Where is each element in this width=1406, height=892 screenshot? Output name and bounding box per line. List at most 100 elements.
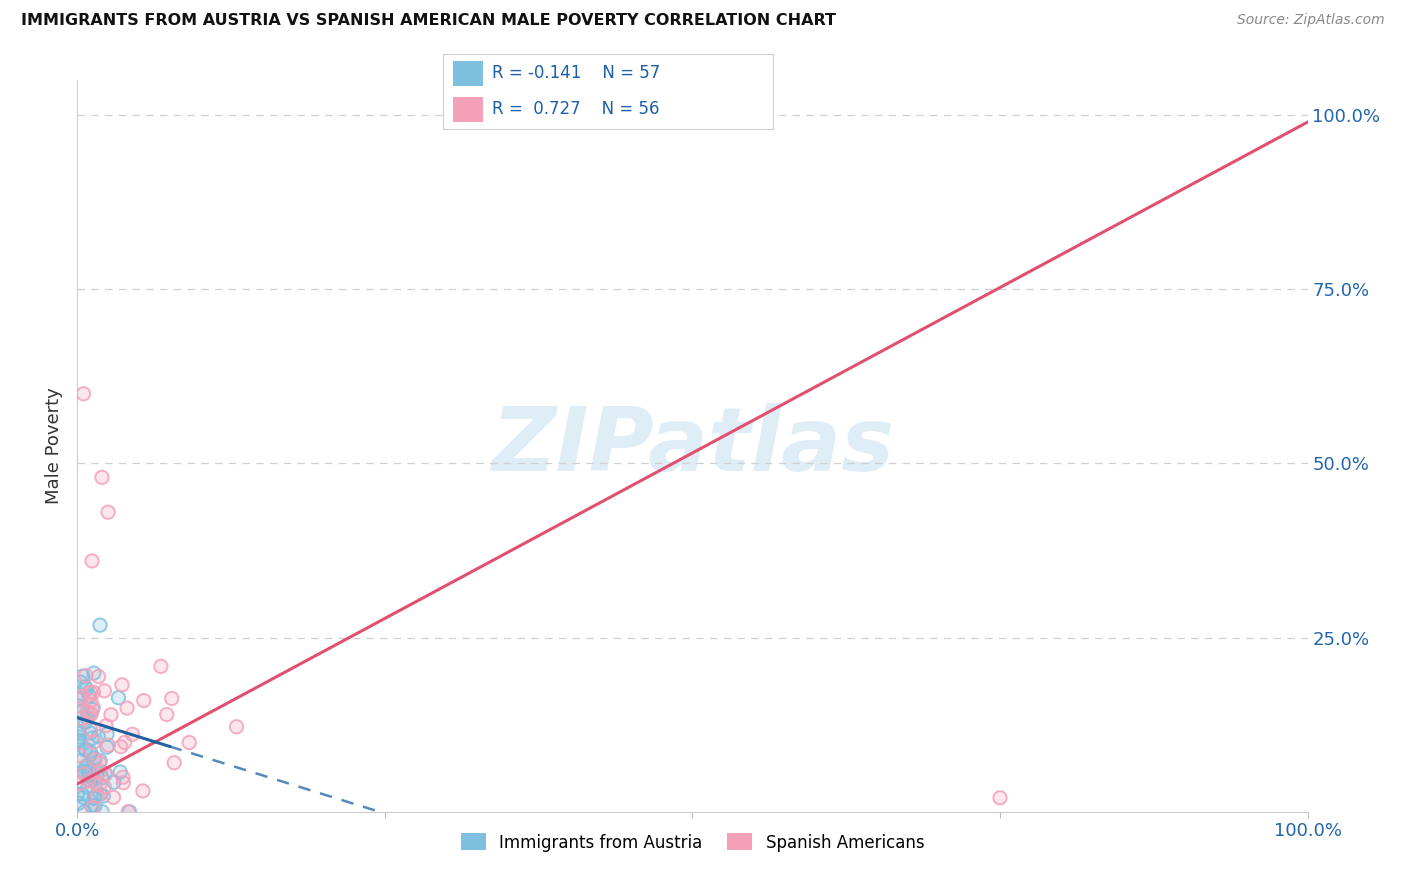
Point [66,698,89,713]
Point [75,743,97,757]
Point [91,771,114,785]
Point [79,706,101,720]
Point [79,685,101,699]
Point [111,678,134,692]
Point [93,683,115,698]
Point [79,689,101,703]
Point [79,744,101,758]
Point [94,767,117,781]
Point [110,739,132,754]
Point [107,690,129,705]
Point [89,787,111,801]
Point [79,723,101,737]
Point [132,784,155,798]
Point [118,805,141,819]
Point [112,776,135,790]
Point [82,700,104,714]
Point [97,738,120,752]
Y-axis label: Male Poverty: Male Poverty [45,388,63,504]
Point [90,470,114,484]
Point [77,774,100,789]
Point [70,787,93,801]
Point [111,678,134,692]
Point [83,666,105,681]
Point [114,735,136,749]
Point [79,773,101,788]
Point [96,727,118,741]
Point [72,669,94,683]
Point [66,733,89,747]
Point [121,727,143,741]
Text: R = -0.141    N = 57: R = -0.141 N = 57 [492,64,661,82]
Point [77,774,100,789]
Point [76,780,98,795]
Point [67,727,90,741]
Point [94,719,117,733]
Point [93,789,115,803]
Point [66,698,89,713]
Point [86,769,108,783]
Point [79,744,101,758]
Point [66,787,89,801]
Point [73,805,96,819]
Point [118,805,141,819]
Point [97,738,120,752]
Point [67,727,90,741]
Point [156,707,179,722]
Point [103,790,125,805]
Point [80,798,103,813]
Point [70,711,93,725]
Point [67,748,90,763]
Point [107,690,129,705]
Point [82,800,104,814]
Point [73,805,96,819]
Point [67,692,90,706]
Point [117,805,139,819]
Point [82,731,104,745]
Text: Source: ZipAtlas.com: Source: ZipAtlas.com [1237,13,1385,28]
Point [75,668,97,682]
Point [89,754,111,768]
Point [79,689,101,703]
Point [149,659,172,673]
Point [114,735,136,749]
Point [82,554,104,568]
Point [93,780,115,794]
Point [76,780,98,795]
Point [77,764,100,779]
Point [110,764,132,779]
Point [96,740,118,755]
Point [80,747,103,761]
Point [89,764,111,779]
Point [89,787,111,801]
Point [75,682,97,697]
Point [75,742,97,756]
Point [67,730,90,744]
Point [67,735,90,749]
Point [76,704,98,718]
Point [79,773,101,788]
Point [84,753,107,767]
Point [84,799,107,814]
Point [84,776,107,790]
Point [89,754,111,768]
Point [67,748,90,763]
Point [94,719,117,733]
Point [80,798,103,813]
Point [66,733,89,747]
Point [82,554,104,568]
Point [66,723,89,738]
Point [70,704,93,718]
Point [75,668,97,682]
Point [75,680,97,694]
FancyBboxPatch shape [453,62,482,87]
Point [66,787,89,801]
Point [82,731,104,745]
Point [80,707,103,722]
Point [83,666,105,681]
Point [67,692,90,706]
Point [84,789,107,804]
Point [79,726,101,740]
Point [97,505,120,519]
Point [82,800,104,814]
